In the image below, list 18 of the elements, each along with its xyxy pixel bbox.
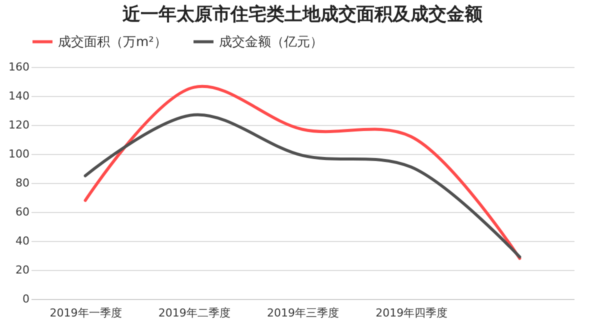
x-tick-label: 2019年四季度	[376, 306, 448, 320]
x-tick-label: 2019年一季度	[50, 306, 122, 320]
y-tick-label: 120	[8, 118, 30, 132]
chart-title: 近一年太原市住宅类土地成交面积及成交金额	[122, 4, 484, 25]
legend-label: 成交面积（万m²）	[58, 34, 167, 50]
y-tick-label: 20	[16, 264, 30, 276]
y-tick-label: 60	[16, 206, 30, 218]
y-tick-label: 160	[8, 60, 30, 74]
y-tick-label: 80	[16, 176, 30, 190]
legend-label: 成交金额（亿元）	[219, 34, 323, 50]
line-series	[84, 84, 522, 260]
y-tick-label: 40	[16, 234, 30, 248]
y-tick-label: 140	[8, 90, 30, 102]
y-tick-label: 0	[22, 292, 30, 306]
line-series	[84, 113, 522, 258]
y-tick-label: 100	[8, 148, 30, 160]
x-tick-label: 2019年二季度	[158, 306, 230, 320]
x-tick-label: 2019年三季度	[267, 306, 339, 320]
